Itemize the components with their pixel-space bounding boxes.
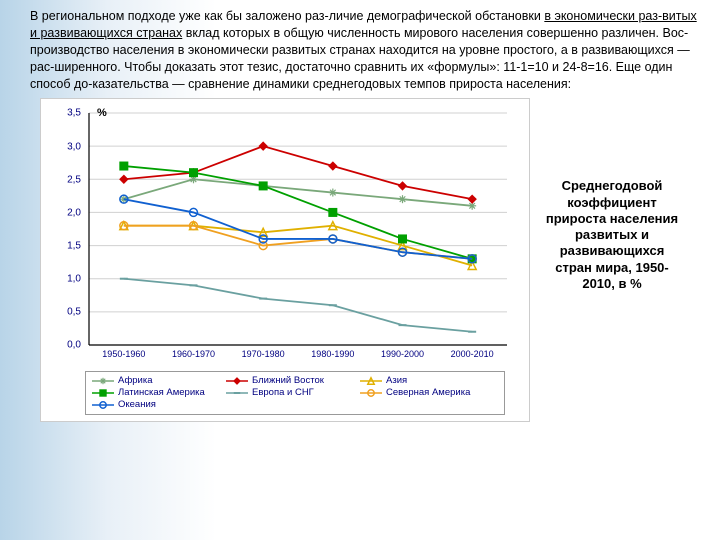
legend-label: Ближний Восток <box>252 375 324 386</box>
legend-swatch <box>226 376 248 386</box>
y-tick-label: 0,0 <box>57 340 81 351</box>
legend-swatch <box>92 376 114 386</box>
legend-swatch <box>360 376 382 386</box>
legend-label: Северная Америка <box>386 387 470 398</box>
chart-caption: Среднегодовой коэффициент прироста насел… <box>530 98 690 292</box>
legend-label: Африка <box>118 375 153 386</box>
x-tick-label: 1970-1980 <box>242 349 285 359</box>
y-tick-label: 2,0 <box>57 207 81 218</box>
intro-pre: В региональном подходе уже как бы заложе… <box>30 9 544 23</box>
legend-swatch <box>226 388 248 398</box>
legend-label: Европа и СНГ <box>252 387 314 398</box>
y-tick-label: 0,5 <box>57 307 81 318</box>
legend-item: Азия <box>360 375 480 386</box>
line-chart-svg <box>53 107 523 367</box>
legend-item: Океания <box>92 399 212 410</box>
legend: Африка Ближний Восток Азия Латинская Америк… <box>85 371 505 415</box>
legend-swatch <box>360 388 382 398</box>
y-tick-label: 2,5 <box>57 174 81 185</box>
x-tick-label: 1990-2000 <box>381 349 424 359</box>
plot-area: % 0,0 0,5 1,0 1,5 2,0 2,5 3,0 3,5 1950-1960 1960-… <box>53 107 523 367</box>
x-tick-label: 1980-1990 <box>311 349 354 359</box>
x-tick-label: 1950-1960 <box>102 349 145 359</box>
content-row: % 0,0 0,5 1,0 1,5 2,0 2,5 3,0 3,5 1950-1960 1960-… <box>0 98 720 422</box>
y-axis-unit: % <box>97 107 107 119</box>
legend-label: Океания <box>118 399 156 410</box>
x-tick-label: 1960-1970 <box>172 349 215 359</box>
y-tick-label: 3,5 <box>57 108 81 119</box>
legend-label: Латинская Америка <box>118 387 205 398</box>
legend-swatch <box>92 388 114 398</box>
chart-container: % 0,0 0,5 1,0 1,5 2,0 2,5 3,0 3,5 1950-1960 1960-… <box>40 98 530 422</box>
legend-label: Азия <box>386 375 407 386</box>
legend-item: Латинская Америка <box>92 387 212 398</box>
y-tick-label: 3,0 <box>57 141 81 152</box>
legend-item: Ближний Восток <box>226 375 346 386</box>
legend-item: Европа и СНГ <box>226 387 346 398</box>
y-tick-label: 1,5 <box>57 240 81 251</box>
x-tick-label: 2000-2010 <box>451 349 494 359</box>
y-tick-label: 1,0 <box>57 274 81 285</box>
intro-paragraph: В региональном подходе уже как бы заложе… <box>0 0 720 98</box>
legend-item: Северная Америка <box>360 387 480 398</box>
legend-item: Африка <box>92 375 212 386</box>
legend-swatch <box>92 400 114 410</box>
